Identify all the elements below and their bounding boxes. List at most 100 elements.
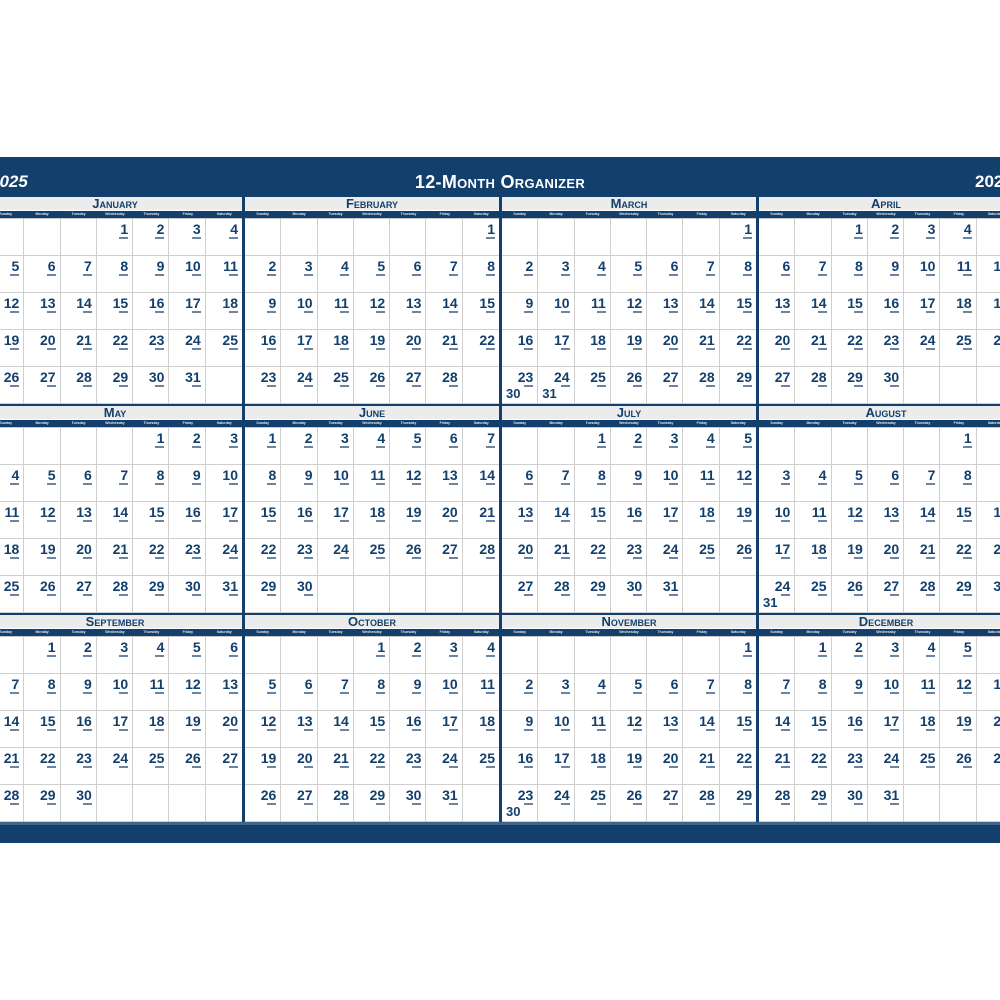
day-cell[interactable]	[502, 219, 539, 256]
day-cell[interactable]: 27	[281, 785, 318, 822]
day-cell[interactable]: 11	[462, 674, 499, 711]
day-cell[interactable]: 26	[245, 785, 282, 822]
day-cell[interactable]: 2	[502, 674, 539, 711]
day-cell[interactable]: 8	[719, 256, 756, 293]
day-cell[interactable]: 19	[976, 293, 1000, 330]
day-cell[interactable]: 10	[759, 502, 796, 539]
day-cell[interactable]	[462, 785, 499, 822]
day-cell[interactable]: 4	[0, 465, 25, 502]
day-cell[interactable]: 15	[831, 293, 868, 330]
day-cell[interactable]: 28	[683, 785, 720, 822]
day-cell[interactable]	[60, 428, 97, 465]
day-cell[interactable]: 12	[245, 711, 282, 748]
day-cell[interactable]: 31	[205, 576, 242, 613]
day-cell[interactable]	[683, 576, 720, 613]
day-cell[interactable]: 27	[976, 748, 1000, 785]
day-cell[interactable]: 21	[683, 748, 720, 785]
day-cell[interactable]: 6	[759, 256, 796, 293]
day-cell[interactable]: 20	[647, 748, 684, 785]
day-cell[interactable]: 5	[940, 637, 977, 674]
day-cell[interactable]: 2	[390, 637, 427, 674]
day-cell[interactable]: 14	[60, 293, 97, 330]
day-cell[interactable]: 7	[759, 674, 796, 711]
day-cell[interactable]: 29	[133, 576, 170, 613]
day-cell[interactable]: 3	[538, 256, 575, 293]
day-cell[interactable]: 16	[867, 293, 905, 330]
day-cell[interactable]	[0, 637, 25, 674]
day-cell[interactable]: 13	[647, 293, 684, 330]
day-cell[interactable]: 13	[24, 293, 61, 330]
day-cell[interactable]: 14	[683, 711, 720, 748]
day-cell[interactable]: 4	[462, 637, 499, 674]
day-cell[interactable]: 26	[831, 576, 868, 613]
day-cell[interactable]: 11	[683, 465, 720, 502]
day-cell[interactable]: 20	[390, 330, 427, 367]
day-cell[interactable]: 16	[610, 502, 648, 539]
day-cell[interactable]: 22	[719, 330, 756, 367]
day-cell[interactable]: 31	[426, 785, 463, 822]
day-cell[interactable]	[610, 219, 648, 256]
day-cell[interactable]	[538, 637, 575, 674]
day-cell[interactable]	[940, 785, 977, 822]
day-cell[interactable]	[24, 428, 61, 465]
day-cell[interactable]: 29	[96, 367, 134, 404]
day-cell[interactable]: 29	[24, 785, 61, 822]
day-cell[interactable]: 2	[133, 219, 170, 256]
day-cell[interactable]: 30	[610, 576, 648, 613]
day-cell[interactable]: 8	[133, 465, 170, 502]
day-cell[interactable]: 10	[96, 674, 134, 711]
day-cell[interactable]	[281, 637, 318, 674]
day-cell[interactable]: 25	[904, 748, 941, 785]
day-cell[interactable]: 13	[867, 502, 905, 539]
day-cell[interactable]: 3	[281, 256, 318, 293]
day-cell[interactable]: 13	[976, 674, 1000, 711]
day-cell[interactable]: 3	[169, 219, 206, 256]
day-cell[interactable]: 18	[574, 330, 611, 367]
day-cell[interactable]: 6	[867, 465, 905, 502]
day-cell[interactable]	[317, 219, 354, 256]
day-cell[interactable]: 9	[245, 293, 282, 330]
day-cell[interactable]	[940, 367, 977, 404]
day-cell[interactable]: 4	[795, 465, 832, 502]
day-cell[interactable]: 31	[867, 785, 905, 822]
day-cell[interactable]: 20	[205, 711, 242, 748]
day-cell[interactable]: 22	[831, 330, 868, 367]
day-cell[interactable]: 16	[245, 330, 282, 367]
day-cell[interactable]: 2	[867, 219, 905, 256]
day-cell[interactable]: 21	[683, 330, 720, 367]
day-cell[interactable]: 5	[719, 428, 756, 465]
day-cell[interactable]	[353, 576, 391, 613]
day-cell[interactable]: 22	[795, 748, 832, 785]
day-cell[interactable]: 17	[538, 748, 575, 785]
day-cell[interactable]: 18	[0, 539, 25, 576]
day-cell[interactable]: 21	[96, 539, 134, 576]
day-cell[interactable]	[795, 428, 832, 465]
day-cell[interactable]	[353, 219, 391, 256]
day-cell[interactable]: 18	[904, 711, 941, 748]
day-cell[interactable]: 12	[976, 256, 1000, 293]
day-cell[interactable]: 5	[390, 428, 427, 465]
day-cell[interactable]: 28	[538, 576, 575, 613]
day-cell[interactable]: 15	[795, 711, 832, 748]
day-cell[interactable]	[867, 428, 905, 465]
day-cell[interactable]: 15	[719, 711, 756, 748]
day-cell[interactable]: 20	[647, 330, 684, 367]
day-cell[interactable]: 8	[574, 465, 611, 502]
day-cell[interactable]: 28	[683, 367, 720, 404]
day-cell[interactable]: 20	[759, 330, 796, 367]
day-cell[interactable]: 8	[462, 256, 499, 293]
day-cell[interactable]: 2	[831, 637, 868, 674]
day-cell[interactable]: 1	[831, 219, 868, 256]
day-cell[interactable]: 24	[647, 539, 684, 576]
day-cell[interactable]: 24	[205, 539, 242, 576]
day-cell[interactable]: 20	[426, 502, 463, 539]
day-cell[interactable]: 20	[502, 539, 539, 576]
day-cell[interactable]: 9	[610, 465, 648, 502]
day-cell[interactable]: 13	[426, 465, 463, 502]
day-cell[interactable]: 14	[759, 711, 796, 748]
day-cell[interactable]	[390, 576, 427, 613]
day-cell[interactable]: 21	[426, 330, 463, 367]
day-cell[interactable]: 23 30	[502, 367, 539, 404]
day-cell[interactable]: 11	[205, 256, 242, 293]
day-cell[interactable]: 22	[719, 748, 756, 785]
